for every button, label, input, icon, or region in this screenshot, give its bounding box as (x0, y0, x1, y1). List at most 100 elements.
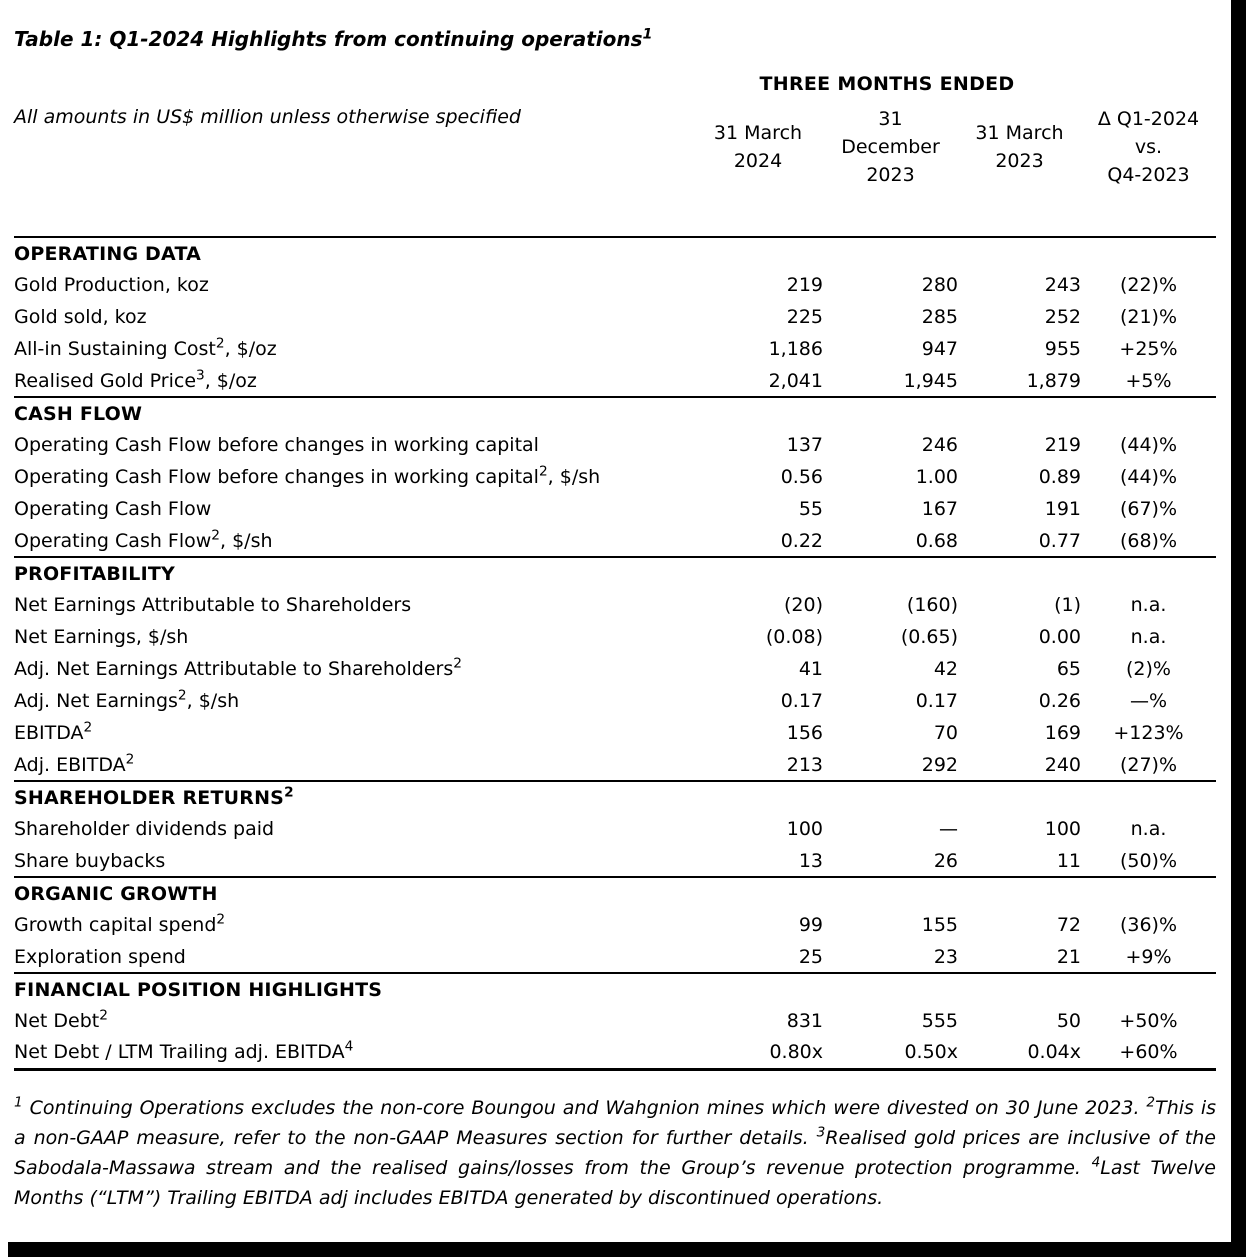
table-row: Exploration spend 25 23 21 +9% (14, 941, 1216, 973)
value-q4-2023: 70 (933, 722, 958, 744)
row-label: Adj. Net Earnings Attributable to Shareh… (14, 655, 462, 680)
table-row: Gold sold, koz 225 285 252 (21)% (14, 301, 1216, 333)
value-q1-2024: 41 (798, 658, 823, 680)
value-q4-2023: — (939, 818, 958, 840)
table-row: EBITDA2 156 70 169 +123% (14, 717, 1216, 749)
value-q1-2023: 72 (1056, 914, 1081, 936)
row-label: Operating Cash Flow (14, 498, 212, 520)
value-q1-2023: 11 (1056, 849, 1081, 872)
row-label: Net Debt / LTM Trailing adj. EBITDA4 (14, 1037, 693, 1071)
section-header-row: OPERATING DATA (14, 236, 1216, 269)
value-q4-2023: 947 (921, 338, 958, 360)
row-label: Operating Cash Flow2, $/sh (14, 527, 273, 552)
value-q1-2024: 0.17 (780, 690, 823, 712)
section-header-row: ORGANIC GROWTH (14, 876, 1216, 909)
period-header-row: THREE MONTHS ENDED (14, 69, 1216, 99)
section-header: ORGANIC GROWTH (14, 876, 1216, 909)
table-row: All-in Sustaining Cost2, $/oz 1,186 947 … (14, 333, 1216, 365)
value-q1-2024: 1,186 (768, 338, 823, 360)
value-delta: (36)% (1119, 914, 1178, 936)
table-subtitle: All amounts in US$ million unless otherw… (14, 106, 521, 128)
section-header-row: PROFITABILITY (14, 556, 1216, 589)
value-q1-2023: 219 (1044, 434, 1081, 456)
value-q4-2023: (160) (906, 594, 958, 616)
value-delta: —% (1129, 690, 1168, 712)
value-q1-2023: 240 (1044, 753, 1081, 776)
value-q1-2023: 65 (1056, 658, 1081, 680)
row-label: Shareholder dividends paid (14, 818, 275, 840)
row-label: Growth capital spend2 (14, 911, 226, 936)
section-header: CASH FLOW (14, 396, 1216, 429)
value-delta: (50)% (1119, 849, 1178, 872)
highlights-table: THREE MONTHS ENDED All amounts in US$ mi… (14, 69, 1216, 1071)
value-q4-2023: 1,945 (903, 369, 958, 392)
row-label: Gold sold, koz (14, 306, 147, 328)
value-q1-2023: 21 (1056, 945, 1081, 968)
empty-cell (1081, 69, 1216, 99)
column-header-delta: Δ Q1-2024 vs. Q4-2023 (1097, 108, 1200, 186)
value-q1-2024: (20) (783, 594, 823, 616)
value-q1-2024: 0.22 (780, 529, 823, 552)
value-delta: (2)% (1126, 658, 1171, 680)
section-header-row: FINANCIAL POSITION HIGHLIGHTS (14, 972, 1216, 1005)
value-q1-2024: 219 (786, 274, 823, 296)
value-q1-2023: 50 (1056, 1010, 1081, 1032)
section-header: OPERATING DATA (14, 236, 1216, 269)
column-header-q1-2023: 31 March 2023 (975, 122, 1064, 172)
value-q4-2023: 155 (921, 914, 958, 936)
value-delta: (21)% (1119, 306, 1178, 328)
table-row: Gold Production, koz 219 280 243 (22)% (14, 269, 1216, 301)
value-q4-2023: 0.50x (823, 1037, 958, 1071)
table-row: Adj. EBITDA2 213 292 240 (27)% (14, 749, 1216, 781)
value-q1-2024: 156 (786, 722, 823, 744)
report-page: Table 1: Q1-2024 Highlights from continu… (14, 26, 1216, 1209)
value-q4-2023: 246 (921, 434, 958, 456)
row-label: Net Earnings, $/sh (14, 626, 189, 648)
value-q4-2023: (0.65) (900, 626, 958, 648)
value-q1-2024: 2,041 (768, 369, 823, 392)
table-row: Operating Cash Flow before changes in wo… (14, 429, 1216, 461)
value-q1-2024: (0.08) (765, 626, 823, 648)
value-delta: +50% (1119, 1010, 1178, 1032)
table-row: Net Debt2 831 555 50 +50% (14, 1005, 1216, 1037)
value-q1-2024: 100 (786, 818, 823, 840)
row-label: Exploration spend (14, 945, 186, 968)
value-q4-2023: 167 (921, 498, 958, 520)
section-header: SHAREHOLDER RETURNS2 (14, 780, 1216, 813)
table-title: Table 1: Q1-2024 Highlights from continu… (14, 26, 653, 51)
value-q4-2023: 26 (933, 849, 958, 872)
value-q1-2024: 55 (798, 498, 823, 520)
column-header-q1-2024: 31 March 2024 (713, 122, 803, 172)
table-row: Operating Cash Flow2, $/sh 0.22 0.68 0.7… (14, 525, 1216, 557)
value-q4-2023: 1.00 (915, 466, 958, 488)
row-label: Net Earnings Attributable to Shareholder… (14, 594, 412, 616)
value-q1-2023: 0.89 (1038, 466, 1081, 488)
value-q4-2023: 555 (921, 1010, 958, 1032)
value-q1-2023: 955 (1044, 338, 1081, 360)
empty-cell (14, 69, 693, 99)
table-row: Adj. Net Earnings2, $/sh 0.17 0.17 0.26 … (14, 685, 1216, 717)
row-label: Gold Production, koz (14, 274, 209, 296)
value-q1-2024: 25 (798, 945, 823, 968)
value-q1-2024: 0.80x (693, 1037, 823, 1071)
value-q1-2023: 0.77 (1038, 529, 1081, 552)
value-q4-2023: 285 (921, 306, 958, 328)
value-q4-2023: 23 (933, 945, 958, 968)
value-delta: +25% (1119, 338, 1178, 360)
column-header-row: All amounts in US$ million unless otherw… (14, 99, 1216, 195)
value-q1-2024: 13 (798, 849, 823, 872)
table-row: Realised Gold Price3, $/oz 2,041 1,945 1… (14, 365, 1216, 397)
period-header: THREE MONTHS ENDED (759, 73, 1015, 95)
table-row: Growth capital spend2 99 155 72 (36)% (14, 909, 1216, 941)
section-header: PROFITABILITY (14, 556, 1216, 589)
page-edge-right (1231, 0, 1246, 1257)
value-q1-2023: 0.04x (958, 1037, 1081, 1071)
value-q4-2023: 42 (933, 658, 958, 680)
value-delta: (27)% (1119, 753, 1178, 776)
row-label: Operating Cash Flow before changes in wo… (14, 434, 539, 456)
value-delta: n.a. (1130, 818, 1167, 840)
value-delta: (44)% (1119, 466, 1178, 488)
table-row: Net Earnings, $/sh (0.08) (0.65) 0.00 n.… (14, 621, 1216, 653)
row-label: Realised Gold Price3, $/oz (14, 367, 257, 392)
value-q4-2023: 0.17 (915, 690, 958, 712)
